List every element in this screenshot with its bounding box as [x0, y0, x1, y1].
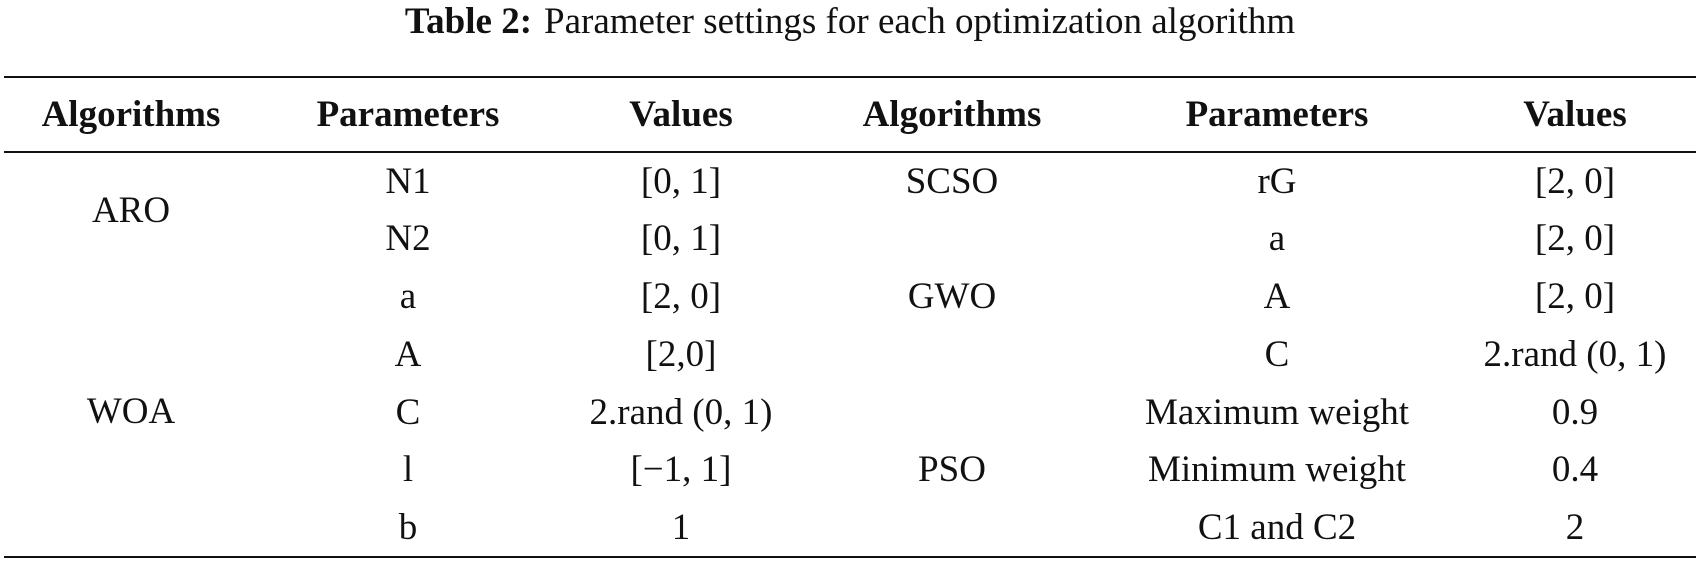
- parameter-cell: rG: [1257, 160, 1297, 202]
- column-header: Parameters: [316, 94, 500, 135]
- table-row: ARO N1 [0, 1] SCSO rG [2, 0]: [4, 152, 1696, 231]
- table-row: N2 [0, 1] GWO a [2, 0]: [4, 210, 1696, 317]
- parameter-cell: Maximum weight: [1144, 391, 1410, 433]
- parameter-cell: N1: [385, 160, 431, 202]
- value-cell: 2.rand (0, 1): [589, 391, 773, 433]
- value-cell: [2, 0]: [1534, 275, 1616, 317]
- parameter-cell: a: [399, 275, 417, 317]
- table-row: C 2.rand (0, 1) PSO Maximum weight 0.9: [4, 383, 1696, 490]
- algorithm-cell: SCSO: [905, 160, 999, 202]
- table-row: WOA a [2, 0] A [2, 0]: [4, 268, 1696, 432]
- parameter-cell: C: [395, 391, 421, 433]
- value-cell: [−1, 1]: [630, 449, 732, 491]
- parameter-cell: A: [1263, 275, 1291, 317]
- parameter-cell: C1 and C2: [1197, 506, 1357, 548]
- value-cell: [2,0]: [645, 333, 717, 375]
- value-cell: 0.4: [1551, 449, 1599, 491]
- algorithm-cell: WOA: [86, 391, 176, 433]
- value-cell: [2, 0]: [1534, 218, 1616, 260]
- algorithm-cell: ARO: [91, 189, 171, 231]
- parameter-cell: Minimum weight: [1148, 449, 1406, 491]
- parameter-cell: l: [402, 449, 414, 491]
- header-row: Algorithms Parameters Values Algorithms Para…: [4, 77, 1696, 152]
- value-cell: [2, 0]: [640, 275, 722, 317]
- value-cell: 2: [1565, 506, 1585, 548]
- value-cell: [0, 1]: [640, 160, 722, 202]
- value-cell: [0, 1]: [640, 218, 722, 260]
- column-header: Values: [1523, 94, 1627, 135]
- parameter-cell: a: [1268, 218, 1286, 260]
- parameter-cell: N2: [385, 218, 431, 260]
- value-cell: 2.rand (0, 1): [1483, 333, 1667, 375]
- parameter-cell: C: [1264, 333, 1290, 375]
- value-cell: [2, 0]: [1534, 160, 1616, 202]
- parameter-cell: A: [394, 333, 422, 375]
- algorithm-cell: GWO: [907, 275, 997, 317]
- table-caption: Table 2: Parameter settings for each opti…: [0, 0, 1700, 44]
- column-header: Algorithms: [862, 94, 1042, 135]
- parameter-cell: b: [398, 506, 418, 548]
- value-cell: 0.9: [1551, 391, 1599, 433]
- caption-text: Parameter settings for each optimization…: [544, 1, 1296, 42]
- column-header: Parameters: [1185, 94, 1369, 135]
- table-row: A [2,0] C 2.rand (0, 1): [4, 325, 1696, 383]
- column-header: Algorithms: [41, 94, 221, 135]
- column-header: Values: [629, 94, 733, 135]
- table-body: ARO N1 [0, 1] SCSO rG [2, 0] N2 [0, 1] GWO a [2, 0…: [4, 152, 1696, 557]
- value-cell: 1: [671, 506, 691, 548]
- table-row: l [−1, 1] Minimum weight 0.4: [4, 441, 1696, 499]
- parameter-table: Algorithms Parameters Values Algorithms Para…: [4, 76, 1696, 558]
- caption-label: Table 2:: [404, 1, 533, 42]
- algorithm-cell: PSO: [918, 448, 986, 490]
